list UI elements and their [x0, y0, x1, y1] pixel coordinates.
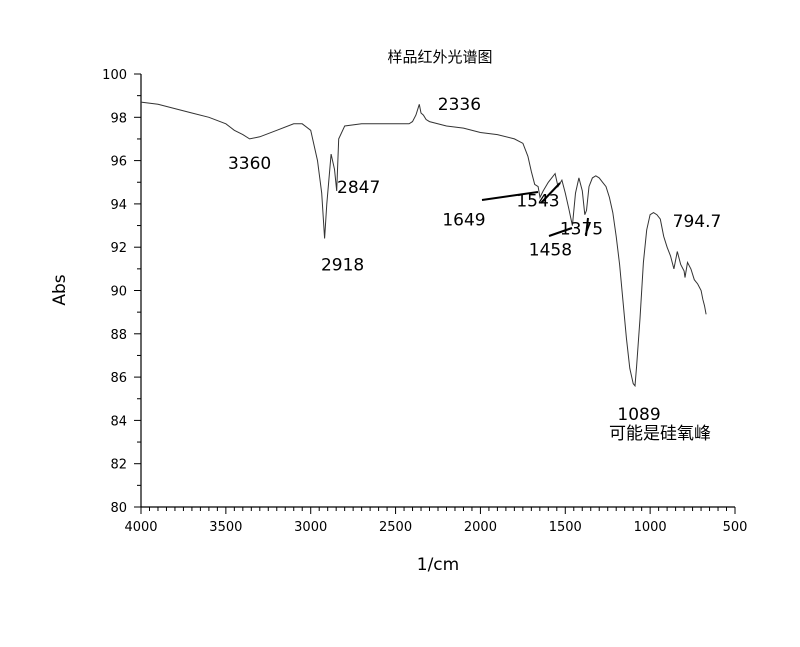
- y-axis-label: Abs: [50, 274, 70, 305]
- y-tick-label: 80: [110, 501, 127, 516]
- peak-label: 2847: [337, 178, 380, 198]
- x-tick-label: 3500: [209, 520, 242, 535]
- peak-leader-line: [585, 217, 589, 237]
- peak-label: 1458: [529, 241, 572, 261]
- x-tick-label: 1500: [549, 520, 582, 535]
- y-tick-label: 96: [110, 155, 127, 170]
- y-tick-label: 90: [110, 285, 127, 300]
- y-tick-label: 82: [110, 458, 127, 473]
- ticks: 4000 3500 3000 2500 2000 1500 1000 500 80 82 84 86 8…: [102, 68, 747, 535]
- chart-title: 样品红外光谱图: [387, 48, 492, 66]
- peak-label: 1543: [516, 192, 559, 212]
- peak-label: 1375: [560, 219, 603, 239]
- y-tick-label: 84: [110, 414, 127, 429]
- x-tick-label: 500: [723, 520, 748, 535]
- x-tick-label: 2500: [379, 520, 412, 535]
- peak-label: 1089: [617, 405, 660, 425]
- y-tick-label: 92: [110, 241, 127, 256]
- peak-label: 3360: [228, 154, 271, 174]
- peak-label: 可能是硅氧峰: [609, 424, 711, 444]
- peak-leader-line: [481, 191, 539, 201]
- y-tick-label: 98: [110, 111, 127, 126]
- y-tick-label: 100: [102, 68, 127, 83]
- y-tick-label: 86: [110, 371, 127, 386]
- peak-leader-line: [548, 227, 573, 237]
- x-tick-label: 1000: [634, 520, 667, 535]
- spectrum-line: [140, 101, 707, 388]
- peak-label: 1649: [442, 210, 485, 230]
- peak-label: 794.7: [673, 212, 722, 232]
- x-tick-label: 2000: [464, 520, 497, 535]
- x-axis-label: 1/cm: [417, 555, 459, 575]
- peak-label: 2336: [438, 95, 481, 115]
- peak-leader-line: [540, 182, 561, 204]
- y-tick-label: 94: [110, 198, 127, 213]
- y-tick-label: 88: [110, 328, 127, 343]
- peak-label: 2918: [321, 256, 364, 276]
- x-tick-label: 4000: [124, 520, 157, 535]
- x-tick-label: 3000: [294, 520, 327, 535]
